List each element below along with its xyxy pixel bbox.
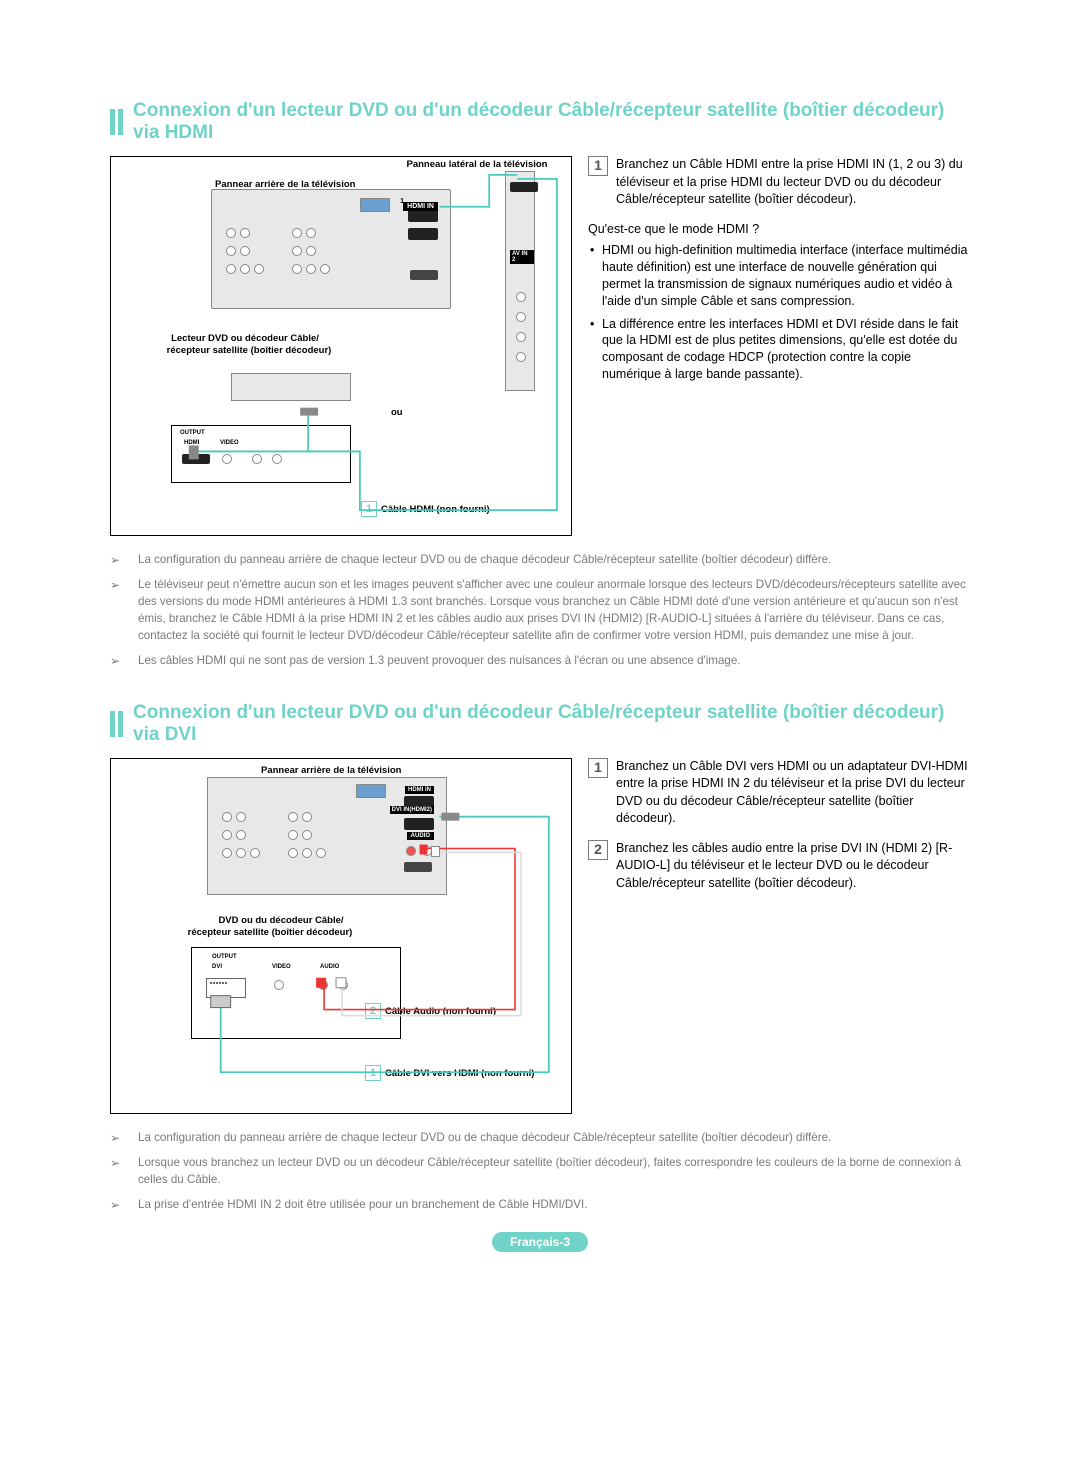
tv-side-panel: AV IN 2 bbox=[505, 171, 535, 391]
dvd-box: OUTPUT HDMI VIDEO bbox=[171, 425, 351, 483]
section-1-heading: Connexion d'un lecteur DVD ou d'un décod… bbox=[110, 100, 970, 144]
note-2: Le téléviseur peut n'émettre aucun son e… bbox=[138, 577, 970, 644]
tv-back-panel-2: HDMI IN DVI IN(HDMI2) AUDIO bbox=[207, 777, 447, 895]
section-2-notes: ➢ La configuration du panneau arrière de … bbox=[110, 1130, 970, 1214]
step-1-text: Branchez un Câble HDMI entre la prise HD… bbox=[616, 156, 970, 209]
section-1-content: Panneau latéral de la télévision Pannear… bbox=[110, 156, 970, 536]
step-2-1-num: 1 bbox=[588, 758, 608, 778]
cable-1b-label: Câble DVI vers HDMI (non fourni) bbox=[385, 1068, 534, 1079]
note-icon: ➢ bbox=[110, 552, 128, 569]
section-2-text: 1 Branchez un Câble DVI vers HDMI ou un … bbox=[588, 758, 970, 1114]
step-2-2: 2 Branchez les câbles audio entre la pri… bbox=[588, 840, 970, 893]
section-1-notes: ➢ La configuration du panneau arrière de … bbox=[110, 552, 970, 670]
note2-2: Lorsque vous branchez un lecteur DVD ou … bbox=[138, 1155, 970, 1189]
bullet-1: HDMI ou high-definition multimedia inter… bbox=[590, 242, 970, 310]
device-label-1: Lecteur DVD ou décodeur Câble/ bbox=[145, 333, 345, 344]
step-1-num: 1 bbox=[588, 156, 608, 176]
note-icon: ➢ bbox=[110, 1155, 128, 1189]
section-2-content: Pannear arrière de la télévision HDMI IN… bbox=[110, 758, 970, 1114]
back-panel-label-2: Pannear arrière de la télévision bbox=[261, 765, 401, 776]
tv-back-panel: HDMI IN 1 bbox=[211, 189, 451, 309]
note-icon: ➢ bbox=[110, 1130, 128, 1147]
dvd-box-2: OUTPUT DVI VIDEO AUDIO bbox=[191, 947, 401, 1039]
step-2-2-num: 2 bbox=[588, 840, 608, 860]
note-3: Les câbles HDMI qui ne sont pas de versi… bbox=[138, 653, 741, 670]
note2-3: La prise d'entrée HDMI IN 2 doit être ut… bbox=[138, 1197, 587, 1214]
bullet-2: La différence entre les interfaces HDMI … bbox=[590, 316, 970, 384]
note-icon: ➢ bbox=[110, 653, 128, 670]
step-1: 1 Branchez un Câble HDMI entre la prise … bbox=[588, 156, 970, 209]
hdmi-subheading: Qu'est-ce que le mode HDMI ? bbox=[588, 221, 970, 239]
side-panel-label: Panneau latéral de la télévision bbox=[397, 159, 557, 170]
device-label-2: récepteur satellite (boîtier décodeur) bbox=[139, 345, 359, 356]
cable-2-label: Câble Audio (non fourni) bbox=[385, 1006, 496, 1017]
section-1-title: Connexion d'un lecteur DVD ou d'un décod… bbox=[133, 100, 970, 144]
step-2-1-text: Branchez un Câble DVI vers HDMI ou un ad… bbox=[616, 758, 970, 828]
note-icon: ➢ bbox=[110, 1197, 128, 1214]
page-label: Français-3 bbox=[492, 1232, 588, 1252]
or-label: ou bbox=[391, 407, 403, 418]
note-1: La configuration du panneau arrière de c… bbox=[138, 552, 831, 569]
device2-label-1: DVD ou du décodeur Câble/ bbox=[181, 915, 381, 926]
cable-1-num: 1 bbox=[361, 501, 377, 517]
section-1-text: 1 Branchez un Câble HDMI entre la prise … bbox=[588, 156, 970, 536]
step-2-1: 1 Branchez un Câble DVI vers HDMI ou un … bbox=[588, 758, 970, 828]
hdmi-bullets: HDMI ou high-definition multimedia inter… bbox=[588, 242, 970, 383]
cable-1-label: Câble HDMI (non fourni) bbox=[381, 504, 490, 515]
note-icon: ➢ bbox=[110, 577, 128, 644]
diagram-1-col: Panneau latéral de la télévision Pannear… bbox=[110, 156, 572, 536]
device2-label-2: récepteur satellite (boîtier décodeur) bbox=[155, 927, 385, 938]
page-label-wrap: Français-3 bbox=[110, 1232, 970, 1252]
heading-bars bbox=[110, 109, 123, 135]
diagram-2: Pannear arrière de la télévision HDMI IN… bbox=[110, 758, 572, 1114]
cable-1b-num: 1 bbox=[365, 1065, 381, 1081]
note2-1: La configuration du panneau arrière de c… bbox=[138, 1130, 831, 1147]
diagram-1: Panneau latéral de la télévision Pannear… bbox=[110, 156, 572, 536]
cable-2-num: 2 bbox=[365, 1003, 381, 1019]
section-2-title: Connexion d'un lecteur DVD ou d'un décod… bbox=[133, 702, 970, 746]
dvd-mini bbox=[231, 373, 351, 401]
diagram-2-col: Pannear arrière de la télévision HDMI IN… bbox=[110, 758, 572, 1114]
heading-bars bbox=[110, 711, 123, 737]
step-2-2-text: Branchez les câbles audio entre la prise… bbox=[616, 840, 970, 893]
section-2-heading: Connexion d'un lecteur DVD ou d'un décod… bbox=[110, 702, 970, 746]
